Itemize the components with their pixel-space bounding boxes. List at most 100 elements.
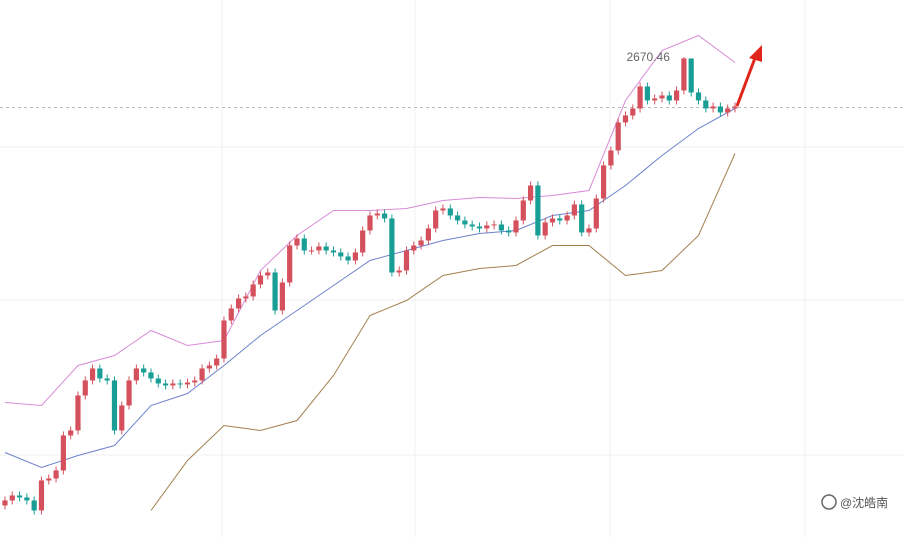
candle	[476, 222, 483, 233]
candle-body	[170, 383, 176, 386]
candle	[287, 241, 293, 287]
candle	[177, 379, 183, 389]
candle-body	[615, 122, 621, 151]
candle	[9, 491, 15, 505]
candle-body	[710, 106, 716, 109]
candle	[615, 118, 621, 155]
candle	[659, 91, 665, 103]
candle-body	[104, 378, 110, 381]
candle-body	[243, 296, 249, 299]
candle-body	[279, 282, 285, 311]
candle	[557, 214, 563, 225]
candle-body	[549, 218, 556, 223]
candle-body	[367, 215, 373, 231]
candle	[403, 246, 410, 275]
candle	[527, 181, 534, 205]
candle-body	[396, 270, 402, 273]
plot: 2670.46	[0, 34, 904, 515]
candle	[257, 271, 264, 289]
candle	[469, 220, 475, 231]
candle	[24, 493, 30, 505]
candle-body	[389, 218, 395, 273]
candle-body	[484, 225, 490, 229]
candle-body	[666, 95, 672, 101]
candle	[381, 209, 388, 223]
candle-body	[681, 58, 687, 91]
candle	[491, 220, 497, 230]
candle-body	[725, 108, 731, 113]
candle-body	[381, 213, 388, 219]
candle	[520, 196, 526, 225]
candle-body	[228, 308, 234, 321]
candle	[644, 82, 650, 105]
candle-body	[294, 238, 300, 246]
candle-body	[557, 218, 563, 221]
candle	[16, 491, 23, 502]
candle-body	[162, 383, 169, 386]
candle-body	[644, 86, 650, 101]
candle	[600, 161, 607, 203]
candle	[119, 401, 125, 435]
candle-body	[177, 383, 183, 385]
candle	[732, 102, 738, 113]
candle	[316, 242, 322, 255]
candle	[148, 368, 154, 383]
candle	[272, 268, 278, 315]
candle	[228, 304, 234, 325]
candle	[352, 248, 358, 265]
candle-body	[89, 368, 96, 381]
candle-body	[418, 240, 424, 246]
candle	[330, 246, 337, 257]
candle	[571, 200, 577, 220]
candle-body	[199, 368, 205, 381]
candle-body	[579, 204, 585, 233]
candle-body	[352, 252, 358, 261]
candle-body	[688, 58, 694, 93]
candle	[389, 214, 395, 277]
candle-body	[68, 430, 74, 436]
candle-body	[513, 220, 519, 233]
candle	[703, 96, 709, 113]
candle-body	[374, 213, 380, 216]
candle-body	[717, 106, 723, 113]
candle-body	[345, 256, 351, 261]
candle	[53, 466, 59, 483]
candle-body	[287, 245, 293, 283]
candle-body	[411, 245, 417, 251]
candle	[243, 292, 249, 303]
candle	[586, 224, 592, 237]
candle	[192, 376, 198, 387]
candle	[484, 221, 490, 233]
candle	[535, 181, 541, 240]
candle-body	[60, 435, 66, 471]
candle-body	[454, 215, 461, 221]
candle-body	[272, 272, 278, 311]
candle	[695, 88, 702, 105]
candle	[367, 211, 373, 235]
candle-body	[111, 380, 118, 431]
candle-body	[148, 372, 154, 379]
candle	[688, 58, 694, 97]
candle	[506, 226, 512, 237]
candle	[82, 376, 88, 400]
candle	[652, 94, 658, 105]
candle	[214, 354, 220, 370]
candle-body	[126, 380, 132, 406]
candle	[425, 224, 431, 245]
candle-body	[119, 405, 125, 431]
candle	[38, 476, 45, 515]
candle-body	[433, 210, 439, 229]
candle	[564, 211, 570, 225]
candle	[89, 364, 96, 385]
candle-body	[184, 382, 191, 385]
candle	[162, 379, 169, 390]
candle	[75, 391, 81, 435]
candle	[396, 266, 402, 277]
candle-body	[571, 204, 577, 216]
candle	[542, 218, 548, 240]
candle-body	[24, 497, 30, 501]
candle-body	[338, 252, 344, 257]
candle-body	[542, 222, 548, 236]
candle-body	[323, 246, 329, 251]
candle-body	[703, 100, 709, 109]
